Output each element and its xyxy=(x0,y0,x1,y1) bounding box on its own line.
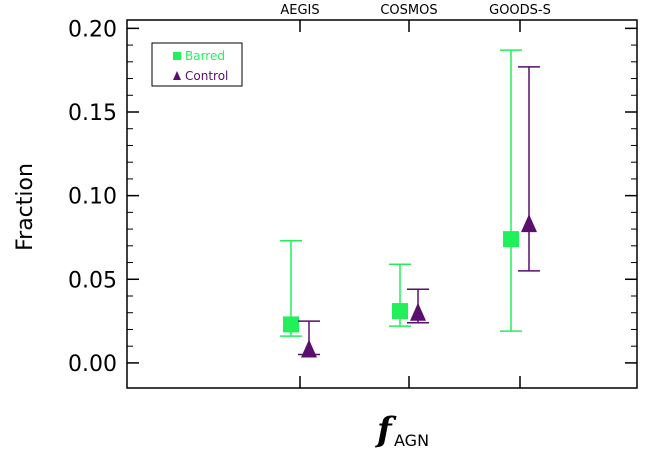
y-tick-label: 0.05 xyxy=(68,268,117,293)
series-barred xyxy=(280,49,522,337)
category-label: COSMOS xyxy=(380,3,437,18)
plot-frame xyxy=(126,19,638,389)
y-tick-label: 0.10 xyxy=(68,185,117,210)
legend-barred-marker xyxy=(173,52,181,60)
y-axis-label: Fraction xyxy=(13,163,38,251)
data-point-triangle xyxy=(521,214,537,233)
legend-box xyxy=(151,42,243,87)
series-control xyxy=(298,66,540,358)
data-point-square xyxy=(503,231,519,248)
legend-barred-label: Barred xyxy=(185,49,225,63)
data-point-square xyxy=(283,316,299,333)
data-series xyxy=(280,49,540,358)
legend-control-marker xyxy=(173,71,181,80)
y-axis: 0.00 0.05 0.10 0.15 0.20 xyxy=(68,17,637,377)
data-point-triangle xyxy=(410,302,426,321)
x-axis xyxy=(299,20,521,388)
x-axis-label: f AGN xyxy=(375,410,429,450)
category-label: AEGIS xyxy=(280,3,319,18)
category-labels: AEGIS COSMOS GOODS-S xyxy=(280,3,551,18)
data-point-triangle xyxy=(301,339,317,358)
y-tick-label: 0.00 xyxy=(68,352,117,377)
y-tick-label: 0.15 xyxy=(68,101,117,126)
legend: Barred Control xyxy=(151,42,243,87)
x-axis-label-main: f xyxy=(375,410,397,450)
x-axis-label-subscript: AGN xyxy=(394,431,429,450)
y-tick-label: 0.20 xyxy=(68,17,117,42)
legend-control-label: Control xyxy=(185,69,228,83)
category-label: GOODS-S xyxy=(489,3,551,18)
data-point-square xyxy=(392,303,408,320)
